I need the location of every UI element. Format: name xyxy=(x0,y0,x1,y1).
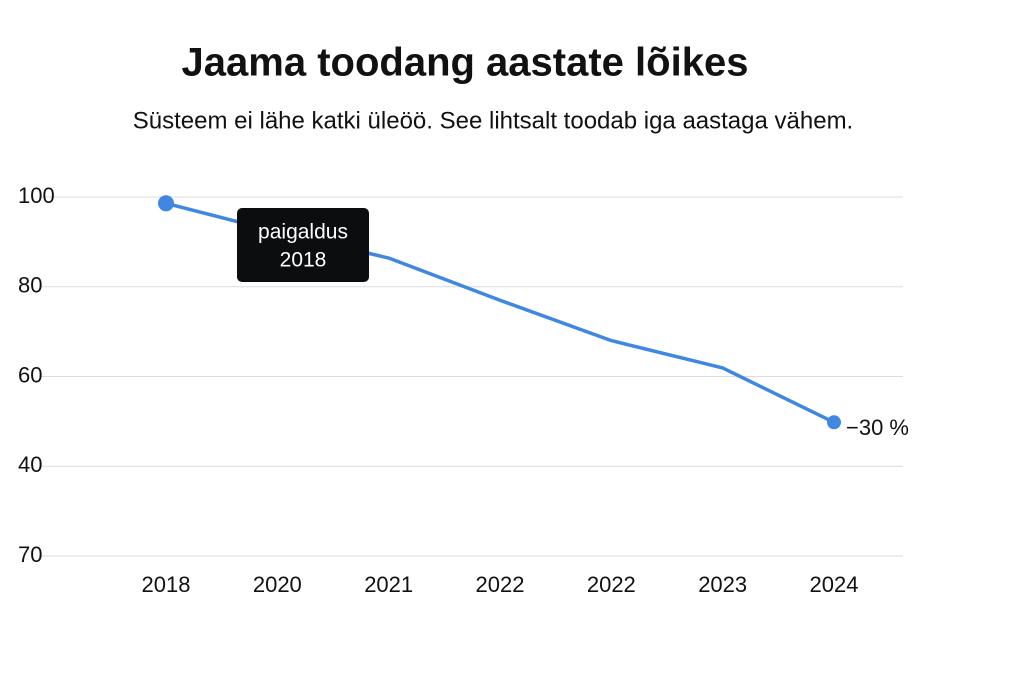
annotation-text: 2018 xyxy=(280,249,327,272)
x-tick-label: 2021 xyxy=(364,572,413,597)
x-tick-label: 2023 xyxy=(698,572,747,597)
y-tick-label: 40 xyxy=(18,452,42,477)
x-tick-label: 2018 xyxy=(142,572,191,597)
point-marker xyxy=(158,195,174,212)
chart-title: Jaama toodang aastate lõikes xyxy=(182,41,749,85)
annotation-text: paigaldus xyxy=(258,221,348,244)
chart-subtitle: Süsteem ei lähe katki üleöö. See lihtsal… xyxy=(133,107,853,134)
y-tick-label: 60 xyxy=(18,362,42,387)
y-tick-label: 100 xyxy=(18,183,55,208)
y-tick-label: 80 xyxy=(18,273,42,298)
annotation-text: −30 % xyxy=(846,415,909,440)
x-tick-label: 2022 xyxy=(587,572,636,597)
point-marker xyxy=(827,415,841,430)
x-tick-label: 2024 xyxy=(810,572,859,597)
annotation-box xyxy=(237,208,369,282)
x-tick-label: 2020 xyxy=(253,572,302,597)
y-tick-label: 70 xyxy=(18,542,42,567)
x-tick-label: 2022 xyxy=(476,572,525,597)
